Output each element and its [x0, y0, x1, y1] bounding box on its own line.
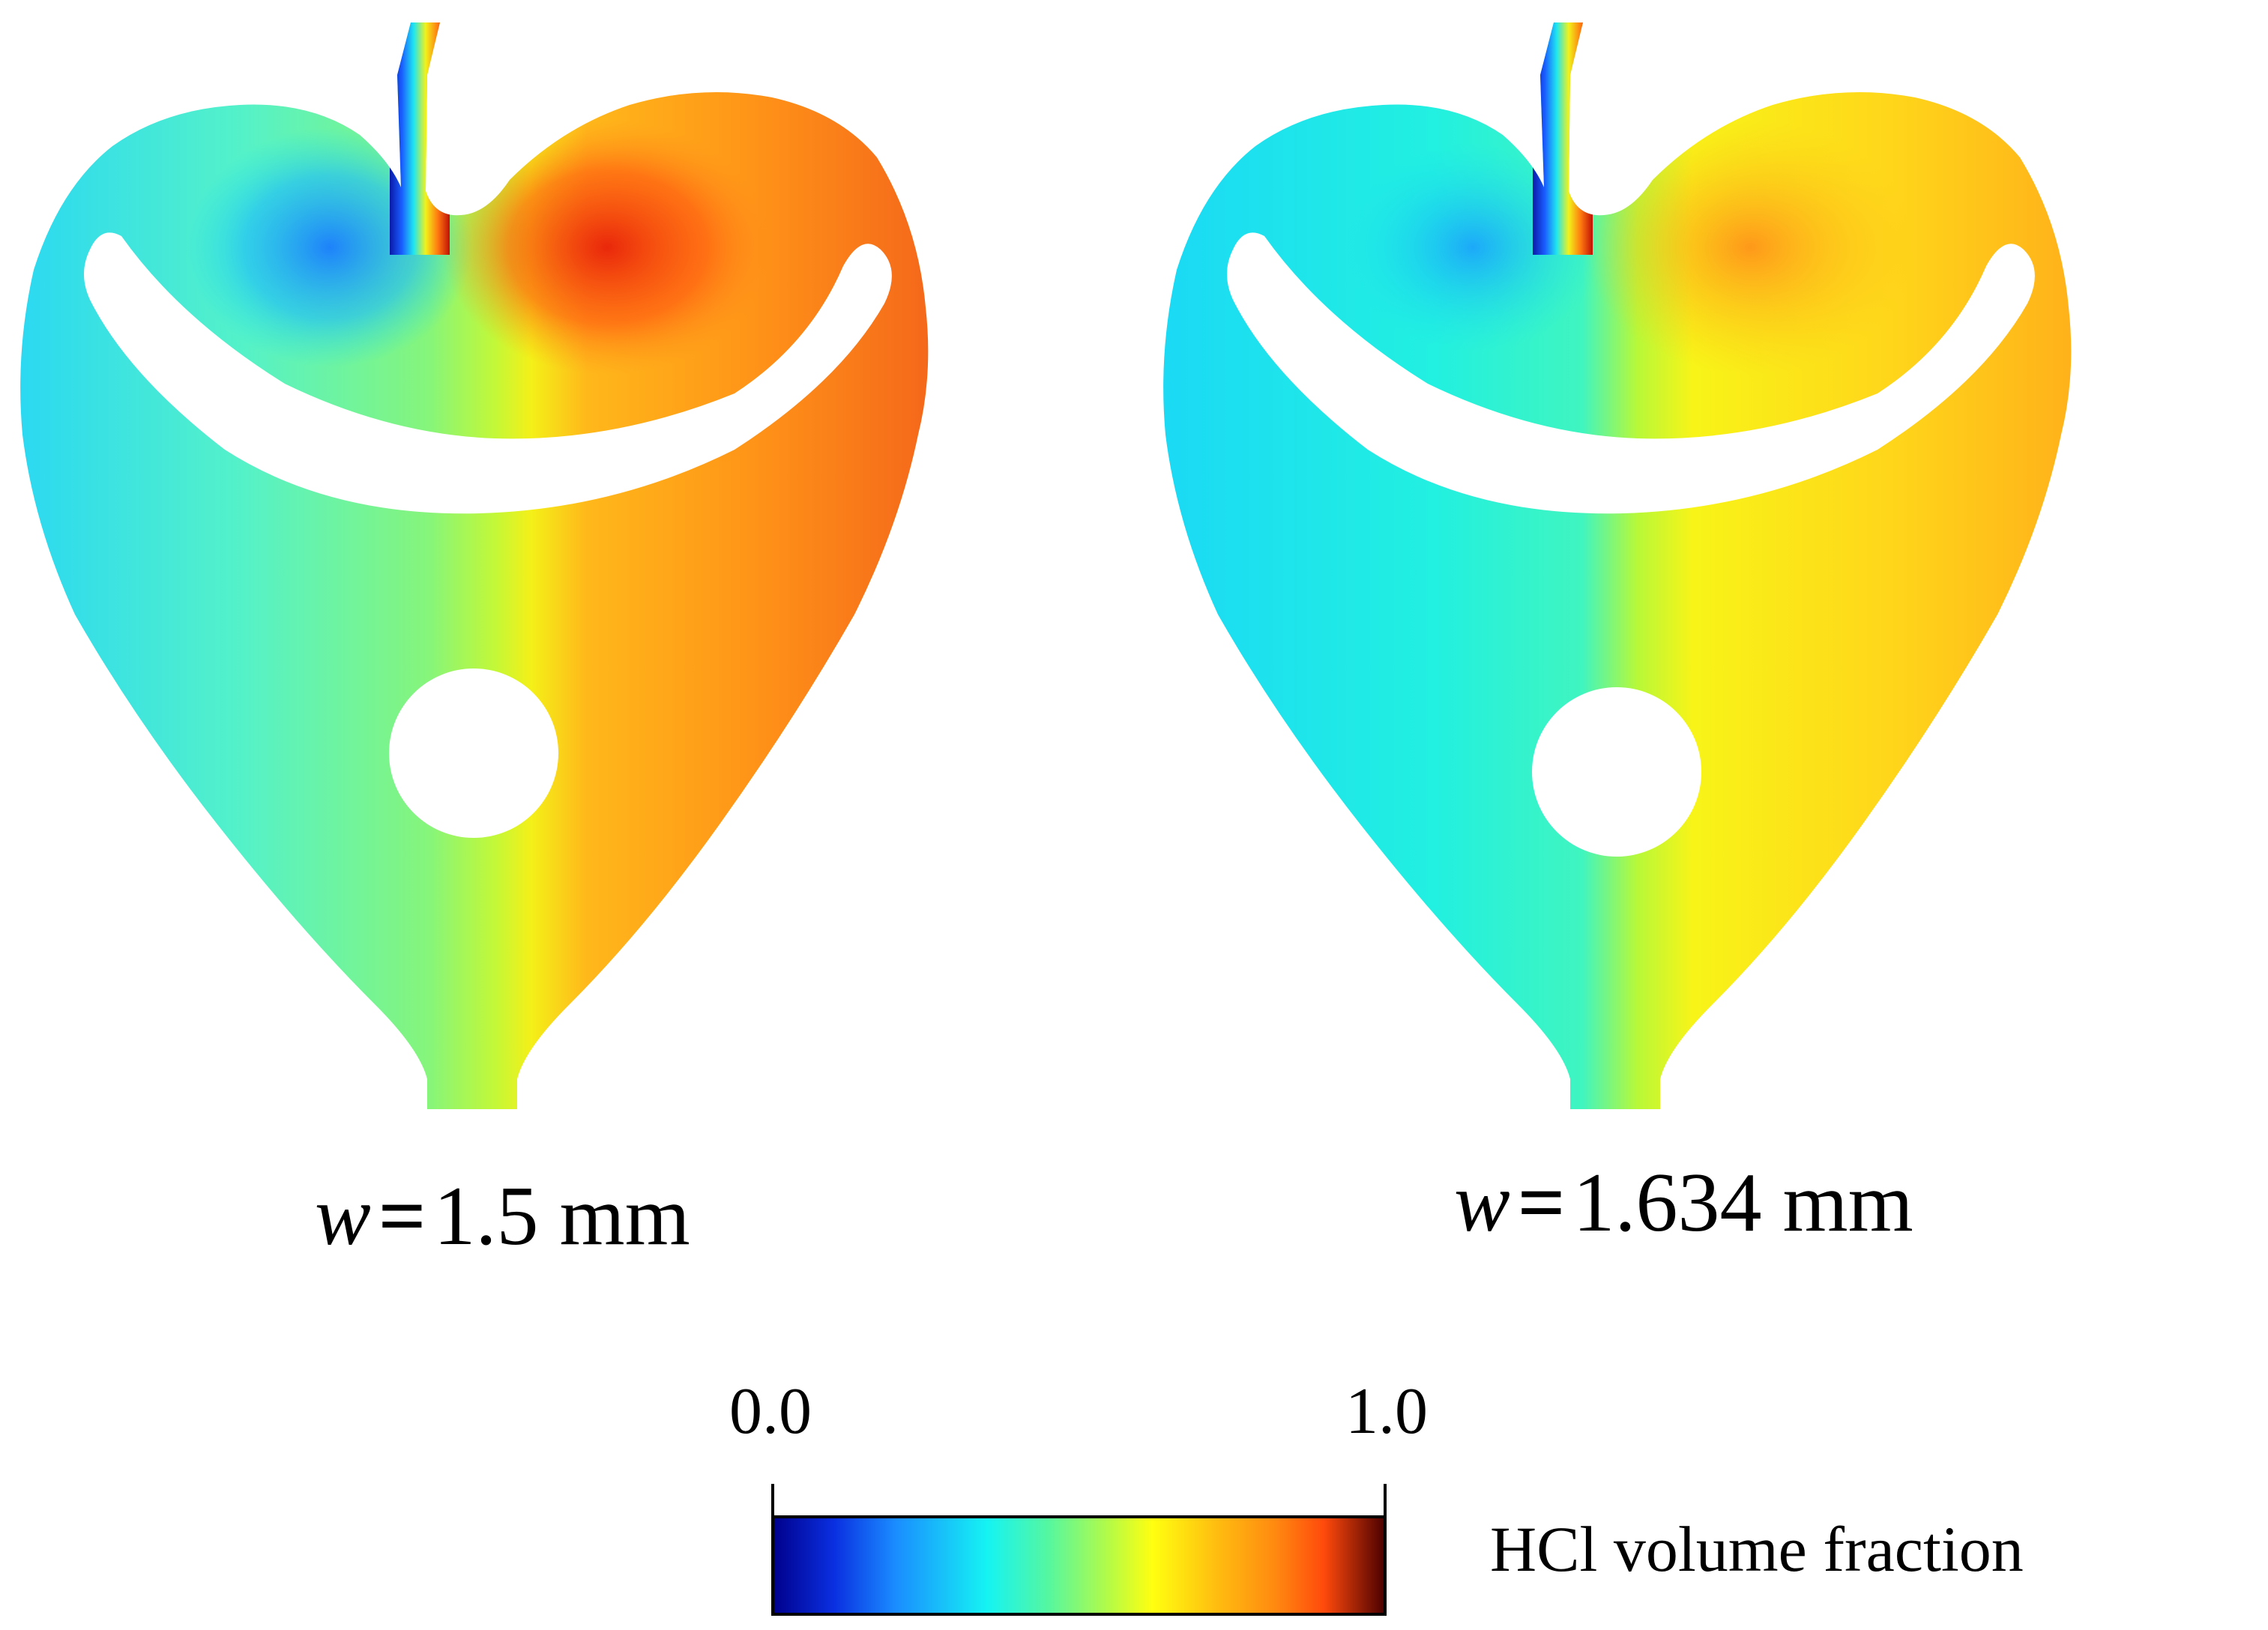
heart-device-2	[1163, 22, 2072, 1109]
pillar-hole-1	[389, 668, 558, 838]
panel-1-label-value: 1.5 mm	[434, 1170, 690, 1263]
panel-2-label-eq: =	[1518, 1156, 1566, 1249]
colorbar-gradient	[771, 1515, 1387, 1616]
colorbar-max-label: 1.0	[1345, 1375, 1428, 1448]
panel-2-label-value: 1.634 mm	[1573, 1156, 1913, 1249]
colorbar-title: HCl volume fraction	[1490, 1513, 2024, 1585]
panel-2	[1163, 22, 2072, 1109]
panel-2-label-var: w	[1454, 1156, 1510, 1249]
colorbar: 0.0 1.0 HCl volume fraction	[729, 1375, 2024, 1616]
panel-1-label: w=1.5 mm	[315, 1170, 690, 1263]
colorbar-min-label: 0.0	[729, 1375, 812, 1448]
heart-device-1	[20, 22, 929, 1109]
pillar-hole-2	[1532, 687, 1701, 857]
panel-2-label: w=1.634 mm	[1454, 1156, 1913, 1249]
panel-1-label-var: w	[315, 1170, 371, 1263]
panel-1-label-eq: =	[378, 1170, 426, 1263]
panel-1	[20, 22, 929, 1109]
